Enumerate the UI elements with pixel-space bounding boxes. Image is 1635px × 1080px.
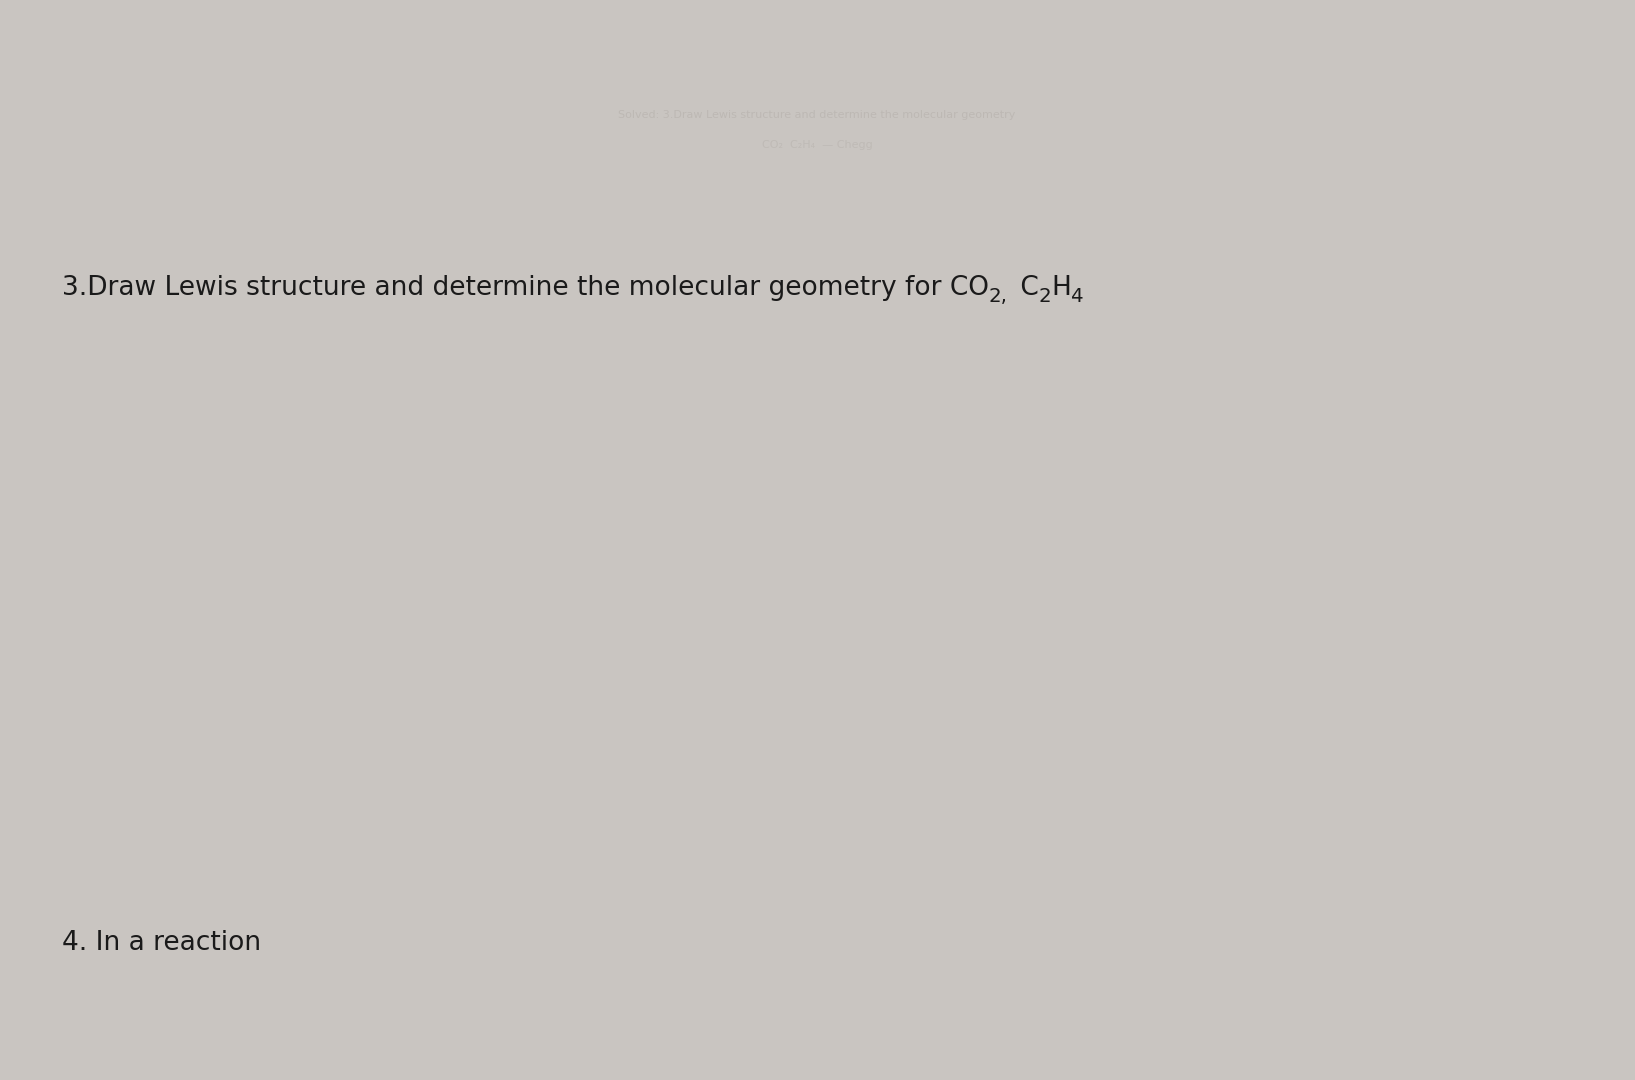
Text: 2: 2	[1038, 287, 1051, 306]
Text: 2,: 2,	[989, 287, 1007, 306]
Text: 4: 4	[1071, 287, 1084, 306]
Text: H: H	[1051, 275, 1071, 301]
Text: 4. In a reaction: 4. In a reaction	[62, 930, 262, 956]
Text: C: C	[1012, 275, 1038, 301]
Text: CO₂  C₂H₄  — Chegg: CO₂ C₂H₄ — Chegg	[762, 140, 873, 150]
Text: Solved: 3.Draw Lewis structure and determine the molecular geometry: Solved: 3.Draw Lewis structure and deter…	[618, 110, 1015, 120]
Text: 3.Draw Lewis structure and determine the molecular geometry for CO: 3.Draw Lewis structure and determine the…	[62, 275, 989, 301]
